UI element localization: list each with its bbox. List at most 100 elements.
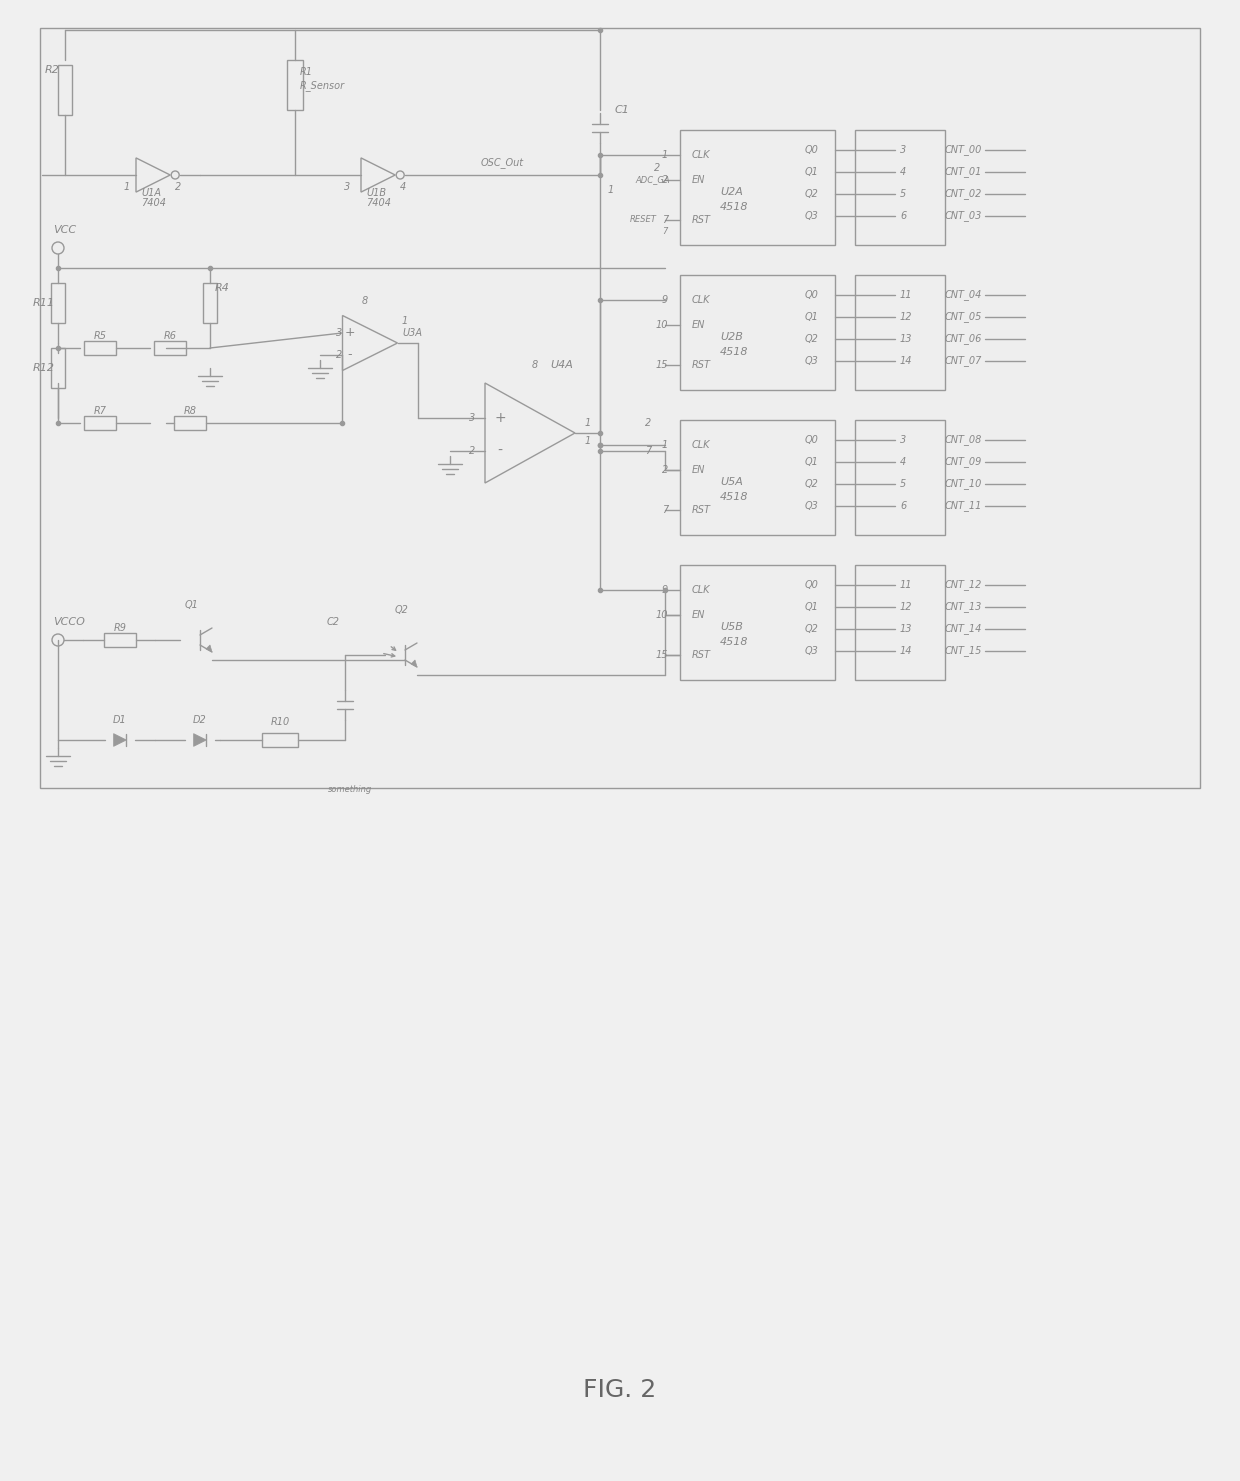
Text: CNT_00: CNT_00 (945, 145, 982, 156)
Text: RST: RST (692, 650, 711, 661)
Text: Q0: Q0 (805, 581, 818, 589)
Text: 2: 2 (175, 182, 181, 193)
Bar (84, 341, 117, 355)
Text: R7: R7 (93, 406, 107, 416)
Bar (680, 421, 835, 535)
Text: 1: 1 (585, 435, 591, 446)
Text: R9: R9 (114, 624, 126, 632)
Text: 10: 10 (656, 610, 668, 621)
Text: 1: 1 (662, 440, 668, 450)
Text: D1: D1 (113, 715, 126, 726)
Text: 14: 14 (900, 646, 913, 656)
Text: 4518: 4518 (720, 347, 749, 357)
Text: U2A: U2A (720, 187, 743, 197)
Text: 2: 2 (662, 175, 668, 185)
Text: 15: 15 (656, 650, 668, 661)
Bar (104, 632, 136, 647)
Text: Q3: Q3 (805, 501, 818, 511)
Text: 1: 1 (402, 315, 408, 326)
Text: CNT_08: CNT_08 (945, 434, 982, 446)
Text: CNT_06: CNT_06 (945, 333, 982, 345)
Text: 3: 3 (343, 182, 350, 193)
Text: 2: 2 (645, 418, 651, 428)
Text: R12: R12 (33, 363, 55, 373)
Text: -: - (347, 348, 352, 361)
Text: something: something (327, 785, 372, 794)
Text: RST: RST (692, 360, 711, 370)
Text: R_Sensor: R_Sensor (300, 80, 345, 92)
Text: 13: 13 (900, 624, 913, 634)
Text: CNT_14: CNT_14 (945, 624, 982, 634)
Text: 1: 1 (662, 150, 668, 160)
Bar (40, 28, 1200, 788)
Text: CNT_01: CNT_01 (945, 166, 982, 178)
Text: Q3: Q3 (805, 646, 818, 656)
Text: 5: 5 (900, 478, 906, 489)
Text: R8: R8 (184, 406, 196, 416)
Text: VCC: VCC (53, 225, 76, 235)
Text: U1B: U1B (366, 188, 386, 198)
Text: CNT_03: CNT_03 (945, 210, 982, 222)
Text: 8: 8 (532, 360, 538, 370)
Text: CNT_11: CNT_11 (945, 501, 982, 511)
Text: 12: 12 (900, 312, 913, 321)
Text: 2: 2 (653, 163, 660, 173)
Text: 8: 8 (362, 296, 368, 307)
Text: 15: 15 (656, 360, 668, 370)
Text: U5B: U5B (720, 622, 743, 632)
Text: 4: 4 (900, 458, 906, 467)
Bar (680, 130, 835, 244)
Text: RST: RST (692, 215, 711, 225)
Text: Q1: Q1 (805, 167, 818, 178)
Text: 1: 1 (585, 418, 591, 428)
Text: 1: 1 (608, 185, 614, 195)
Bar (51, 348, 64, 388)
Polygon shape (114, 733, 126, 746)
Bar (856, 130, 945, 244)
Text: Q0: Q0 (805, 290, 818, 301)
Text: 2: 2 (662, 465, 668, 475)
Text: CLK: CLK (692, 150, 711, 160)
Text: Q3: Q3 (805, 355, 818, 366)
Text: CLK: CLK (692, 440, 711, 450)
Text: CNT_10: CNT_10 (945, 478, 982, 489)
Text: 10: 10 (656, 320, 668, 330)
Text: 5: 5 (900, 190, 906, 198)
Text: 1: 1 (124, 182, 130, 193)
Text: CNT_15: CNT_15 (945, 646, 982, 656)
Text: Q3: Q3 (805, 210, 818, 221)
Bar (84, 416, 117, 429)
Text: Q1: Q1 (805, 601, 818, 612)
Text: 6: 6 (900, 210, 906, 221)
Text: EN: EN (692, 465, 706, 475)
Bar (174, 416, 206, 429)
Text: CNT_09: CNT_09 (945, 456, 982, 468)
Text: R11: R11 (33, 298, 55, 308)
Bar (262, 733, 298, 746)
Text: 7: 7 (645, 446, 651, 456)
Text: Q2: Q2 (805, 478, 818, 489)
Bar (680, 564, 835, 680)
Text: +: + (495, 412, 506, 425)
Text: U4A: U4A (551, 360, 573, 370)
Text: 3: 3 (900, 435, 906, 444)
Bar (154, 341, 186, 355)
Text: 2: 2 (336, 350, 342, 360)
Text: VCCO: VCCO (53, 618, 84, 626)
Text: CNT_07: CNT_07 (945, 355, 982, 366)
Text: OSC_Out: OSC_Out (480, 157, 523, 169)
Text: EN: EN (692, 175, 706, 185)
Text: Q2: Q2 (805, 335, 818, 344)
Text: Q2: Q2 (805, 190, 818, 198)
Text: 3: 3 (336, 327, 342, 338)
Text: C1: C1 (615, 105, 630, 116)
Text: Q2: Q2 (805, 624, 818, 634)
Text: 7404: 7404 (366, 198, 391, 207)
Text: 13: 13 (900, 335, 913, 344)
Text: 7: 7 (662, 505, 668, 515)
Text: 9: 9 (662, 585, 668, 595)
Text: +: + (345, 326, 355, 339)
Text: 6: 6 (900, 501, 906, 511)
Text: D2: D2 (193, 715, 207, 726)
Text: 4: 4 (401, 182, 407, 193)
